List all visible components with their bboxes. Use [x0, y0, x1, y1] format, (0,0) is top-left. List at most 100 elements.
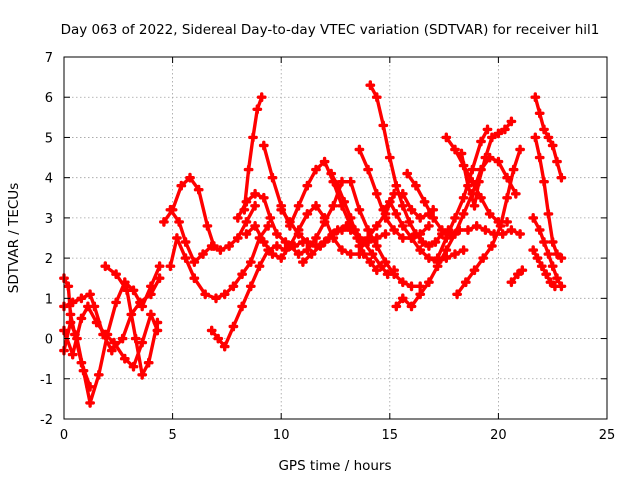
- data-point-marker: [493, 156, 504, 167]
- data-point-marker: [536, 261, 547, 272]
- y-tick-label: 6: [45, 91, 53, 106]
- data-point-marker: [543, 132, 554, 143]
- data-point-marker: [65, 309, 76, 320]
- data-point-marker: [430, 237, 441, 247]
- data-point-marker: [441, 253, 452, 263]
- data-point-marker: [276, 253, 287, 263]
- data-point-marker: [109, 337, 119, 348]
- y-tick-label: 4: [45, 172, 53, 187]
- data-point-marker: [441, 245, 452, 255]
- data-point-marker: [332, 225, 343, 235]
- series-track-26: [456, 116, 517, 211]
- data-point-marker: [250, 221, 260, 231]
- data-point-marker: [384, 196, 395, 207]
- x-tick-label: 10: [273, 428, 290, 443]
- data-point-marker: [458, 209, 469, 219]
- data-point-marker: [267, 249, 278, 259]
- data-point-marker: [91, 317, 102, 328]
- data-point-marker: [397, 277, 408, 288]
- data-point-marker: [406, 204, 417, 215]
- series-track-25: [432, 124, 493, 263]
- data-point-marker: [391, 209, 402, 219]
- data-point-marker: [484, 209, 495, 219]
- data-point-marker: [256, 92, 267, 103]
- data-point-marker: [228, 281, 239, 292]
- data-point-marker: [176, 180, 187, 191]
- data-point-marker: [497, 229, 508, 239]
- data-point-marker: [219, 341, 230, 352]
- data-point-marker: [432, 253, 443, 263]
- data-point-marker: [541, 269, 552, 280]
- data-point-marker: [63, 281, 74, 292]
- data-point-marker: [371, 265, 382, 276]
- data-point-marker: [302, 245, 313, 255]
- data-point-marker: [117, 333, 128, 344]
- data-point-marker: [241, 229, 252, 239]
- data-point-marker: [437, 225, 447, 235]
- series-trace: [62, 304, 160, 369]
- data-point-marker: [180, 237, 191, 247]
- series-track-29: [530, 92, 567, 183]
- data-point-marker: [534, 225, 545, 235]
- series-track-17: [326, 168, 382, 276]
- data-point-marker: [328, 200, 339, 211]
- data-point-marker: [200, 289, 211, 300]
- data-point-marker: [424, 277, 434, 288]
- series-track-5: [59, 273, 95, 392]
- data-point-marker: [285, 241, 295, 251]
- data-point-marker: [100, 329, 111, 340]
- series-track-9: [206, 241, 291, 352]
- data-point-marker: [363, 225, 373, 235]
- data-point-marker: [265, 213, 276, 223]
- data-point-marker: [146, 289, 156, 300]
- data-point-marker: [224, 241, 234, 251]
- data-point-marker: [432, 261, 443, 272]
- data-point-marker: [513, 269, 523, 280]
- data-point-marker: [517, 265, 528, 276]
- data-point-marker: [211, 293, 221, 304]
- data-point-marker: [85, 289, 95, 300]
- series-trace: [288, 180, 422, 288]
- data-point-marker: [476, 136, 486, 147]
- y-tick-label: -2: [40, 413, 53, 428]
- data-point-marker: [467, 164, 478, 175]
- data-point-marker: [189, 257, 200, 267]
- data-point-marker: [122, 285, 132, 296]
- series-track-8: [165, 221, 274, 304]
- data-point-marker: [556, 253, 567, 263]
- data-point-marker: [547, 140, 558, 151]
- data-point-marker: [302, 209, 313, 219]
- data-point-marker: [515, 144, 525, 155]
- data-point-marker: [506, 225, 517, 235]
- data-point-marker: [93, 369, 104, 380]
- data-point-marker: [263, 221, 274, 231]
- data-point-marker: [502, 172, 512, 183]
- y-tick-label: -1: [40, 373, 53, 388]
- data-point-marker: [543, 249, 554, 259]
- data-point-marker: [411, 180, 421, 191]
- data-point-marker: [474, 176, 484, 187]
- data-point-marker: [530, 132, 541, 143]
- data-point-marker: [508, 164, 519, 175]
- data-point-marker: [424, 253, 434, 263]
- data-point-marker: [106, 345, 117, 356]
- x-tick-label: 20: [490, 428, 507, 443]
- series-track-10: [239, 92, 267, 215]
- data-point-marker: [367, 249, 378, 259]
- data-point-marker: [248, 132, 258, 143]
- data-point-marker: [228, 321, 239, 332]
- data-point-marker: [76, 357, 87, 368]
- data-point-marker: [130, 333, 141, 344]
- data-point-marker: [363, 164, 373, 175]
- data-point-marker: [384, 152, 395, 163]
- data-point-marker: [441, 233, 452, 243]
- data-point-marker: [397, 188, 408, 199]
- data-point-marker: [454, 225, 465, 235]
- data-point-marker: [428, 213, 439, 223]
- data-point-marker: [332, 180, 343, 191]
- y-tick-label: 7: [45, 51, 53, 66]
- data-point-marker: [245, 281, 256, 292]
- data-point-marker: [469, 265, 480, 276]
- data-point-marker: [337, 245, 347, 255]
- data-point-marker: [539, 124, 549, 135]
